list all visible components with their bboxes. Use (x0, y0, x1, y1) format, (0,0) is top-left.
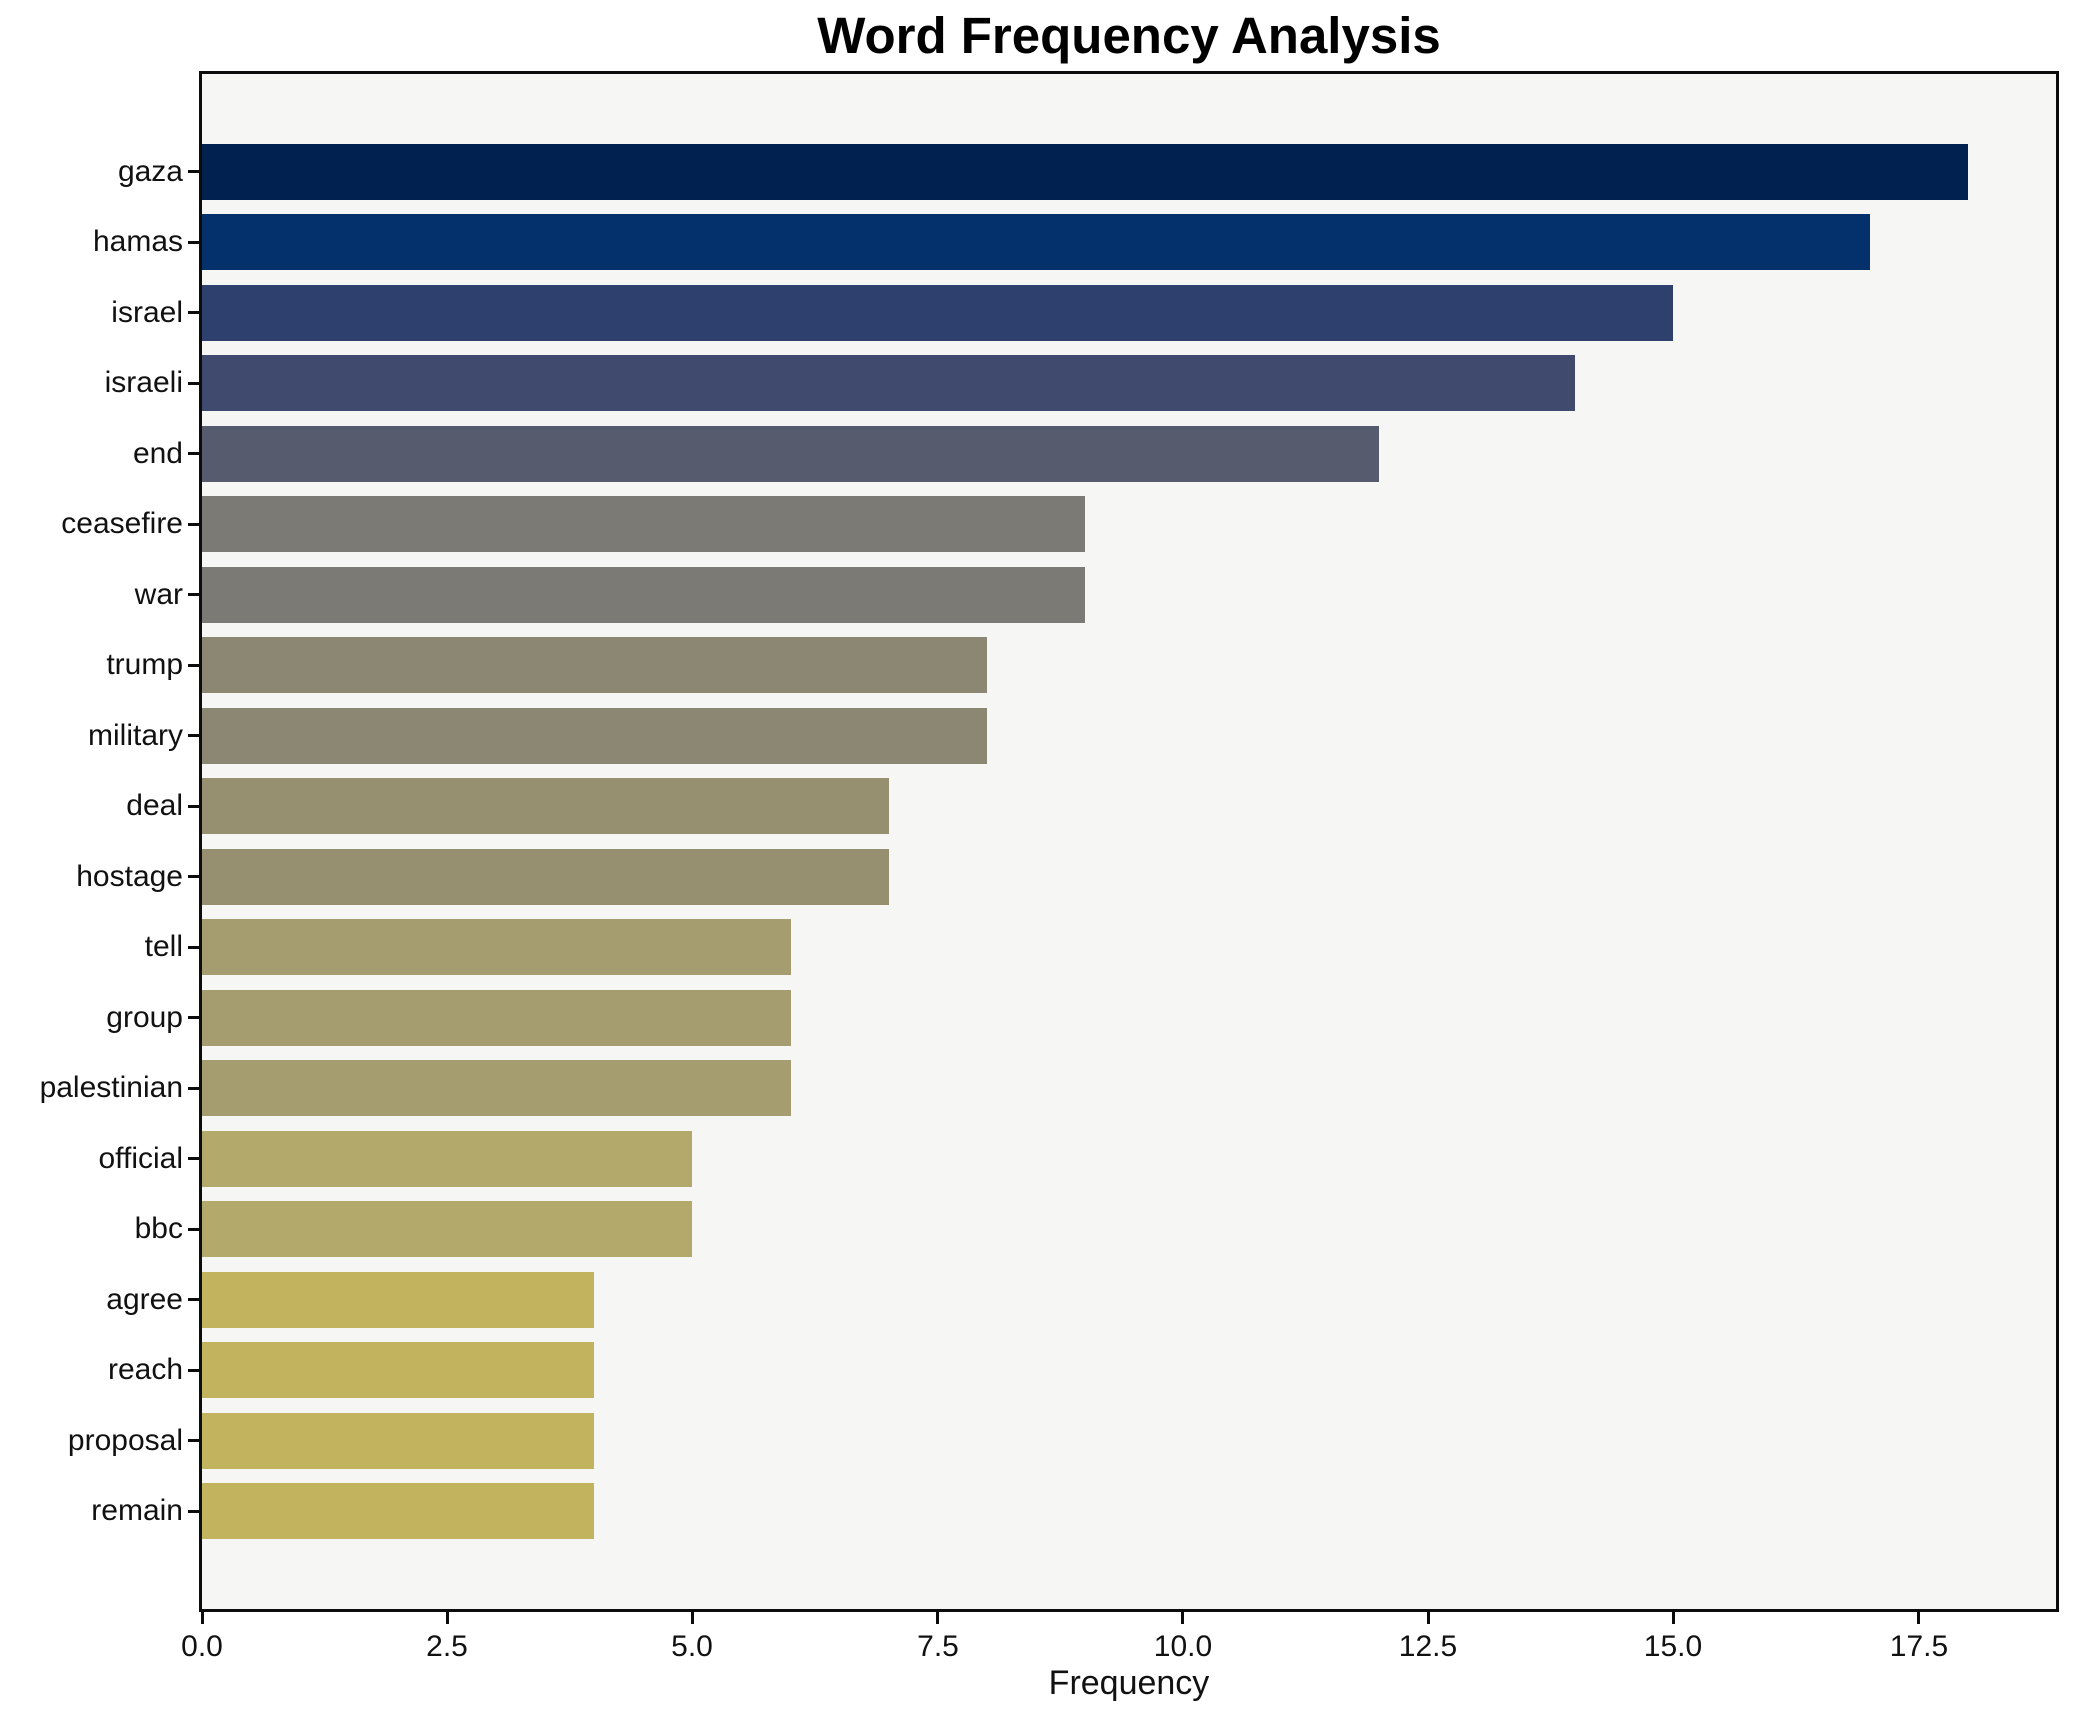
y-tick-mark (188, 1087, 199, 1090)
x-tick-mark (691, 1612, 694, 1624)
x-tick-mark (1181, 1612, 1184, 1624)
x-tick-mark (1427, 1612, 1430, 1624)
y-tick-mark (188, 1228, 199, 1231)
y-tick-label-end: end (132, 437, 183, 470)
y-tick-mark (188, 523, 199, 526)
x-tick-label-0.0: 0.0 (181, 1630, 223, 1663)
y-tick-label-bbc: bbc (134, 1212, 183, 1245)
x-tick-label-7.5: 7.5 (917, 1630, 959, 1663)
x-tick-label-2.5: 2.5 (426, 1630, 468, 1663)
plot-area (199, 71, 2059, 1612)
y-tick-label-group: group (106, 1001, 183, 1034)
x-tick-mark (446, 1612, 449, 1624)
y-tick-label-official: official (98, 1142, 184, 1175)
y-tick-label-tell: tell (144, 930, 183, 963)
x-tick-label-5.0: 5.0 (671, 1630, 713, 1663)
y-tick-label-reach: reach (107, 1353, 183, 1386)
y-tick-mark (188, 734, 199, 737)
bar-end (202, 426, 1379, 482)
x-tick-mark (1917, 1612, 1920, 1624)
bar-bbc (202, 1201, 692, 1257)
y-tick-mark (188, 1298, 199, 1301)
y-tick-label-hamas: hamas (92, 225, 183, 258)
x-tick-label-12.5: 12.5 (1398, 1630, 1458, 1663)
y-tick-mark (188, 805, 199, 808)
bar-hostage (202, 849, 889, 905)
bar-tell (202, 919, 791, 975)
y-tick-label-trump: trump (106, 648, 183, 681)
bar-agree (202, 1272, 594, 1328)
chart-title: Word Frequency Analysis (817, 7, 1441, 64)
bar-israeli (202, 355, 1575, 411)
y-tick-label-military: military (88, 719, 183, 752)
bar-military (202, 708, 987, 764)
x-tick-mark (1672, 1612, 1675, 1624)
y-tick-label-israel: israel (111, 296, 183, 329)
bar-war (202, 567, 1085, 623)
y-tick-label-deal: deal (126, 789, 183, 822)
x-tick-label-15.0: 15.0 (1643, 1630, 1703, 1663)
bar-israel (202, 285, 1673, 341)
y-tick-label-hostage: hostage (76, 860, 183, 893)
y-tick-label-ceasefire: ceasefire (61, 507, 183, 540)
y-tick-label-agree: agree (106, 1283, 183, 1316)
x-axis-label: Frequency (1048, 1664, 1210, 1702)
bar-reach (202, 1342, 594, 1398)
y-tick-mark (188, 593, 199, 596)
y-tick-mark (188, 946, 199, 949)
y-tick-label-proposal: proposal (67, 1424, 183, 1457)
bar-trump (202, 637, 987, 693)
y-tick-mark (188, 1016, 199, 1019)
y-tick-mark (188, 382, 199, 385)
y-tick-mark (188, 241, 199, 244)
y-tick-mark (188, 1510, 199, 1513)
bar-palestinian (202, 1060, 791, 1116)
y-tick-label-remain: remain (91, 1494, 183, 1527)
bar-remain (202, 1483, 594, 1539)
bar-official (202, 1131, 692, 1187)
bar-gaza (202, 144, 1968, 200)
y-tick-label-war: war (134, 578, 183, 611)
bar-deal (202, 778, 889, 834)
y-tick-mark (188, 170, 199, 173)
x-tick-label-10.0: 10.0 (1153, 1630, 1213, 1663)
y-tick-mark (188, 664, 199, 667)
y-tick-label-gaza: gaza (117, 155, 183, 188)
y-tick-label-israeli: israeli (104, 366, 183, 399)
y-tick-mark (188, 1439, 199, 1442)
y-tick-mark (188, 311, 199, 314)
bar-hamas (202, 214, 1870, 270)
x-tick-label-17.5: 17.5 (1889, 1630, 1949, 1663)
x-tick-mark (936, 1612, 939, 1624)
bar-group (202, 990, 791, 1046)
y-tick-mark (188, 452, 199, 455)
y-tick-mark (188, 1369, 199, 1372)
x-tick-mark (201, 1612, 204, 1624)
y-tick-mark (188, 875, 199, 878)
y-tick-label-palestinian: palestinian (39, 1071, 183, 1104)
y-tick-mark (188, 1157, 199, 1160)
bar-ceasefire (202, 496, 1085, 552)
bar-proposal (202, 1413, 594, 1469)
